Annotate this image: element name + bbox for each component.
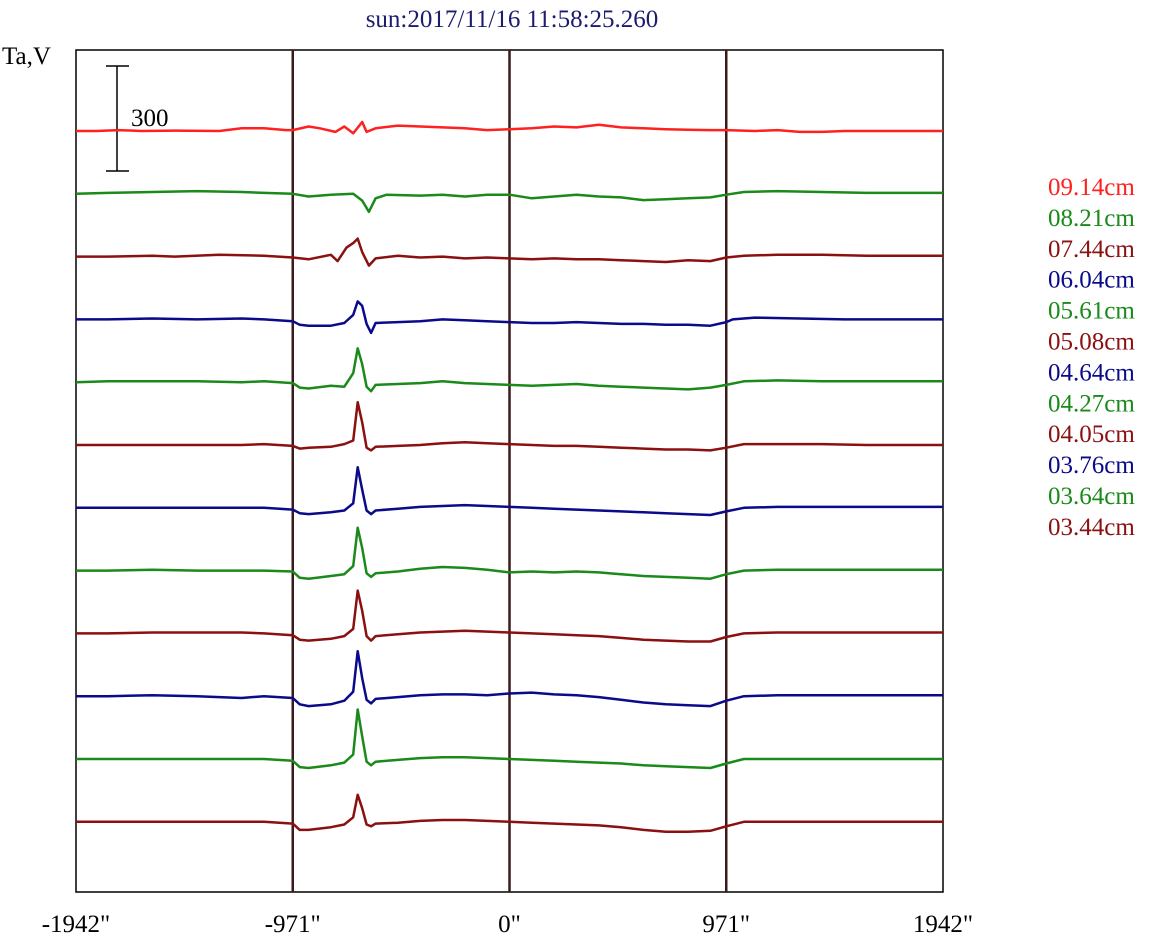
series-line-05.61cm: [75, 347, 943, 393]
series-line-08.21cm: [75, 189, 943, 214]
series-group: [75, 120, 943, 833]
series-line-09.14cm: [76, 120, 943, 135]
legend-item: 07.44cm: [1048, 236, 1135, 263]
legend-item: 03.76cm: [1048, 452, 1135, 479]
y-axis-label: Ta,V: [2, 43, 51, 70]
legend-item: 08.21cm: [1048, 205, 1135, 232]
x-tick-label: -971": [265, 911, 321, 938]
series-line-04.05cm: [76, 589, 943, 643]
x-tick-label: 1942": [913, 911, 973, 938]
x-tick-label: 0": [498, 911, 521, 938]
series-line-03.76cm: [76, 649, 943, 708]
series-line-07.44cm: [76, 237, 943, 267]
series-line-04.64cm: [76, 466, 943, 517]
scale-bar-label: 300: [131, 105, 169, 132]
series-line-05.08cm: [76, 401, 943, 452]
series-line-03.44cm: [76, 793, 943, 833]
x-tick-label: 971": [702, 911, 750, 938]
x-tick-label: -1942": [42, 911, 111, 938]
legend-item: 05.61cm: [1048, 298, 1135, 325]
legend-item: 06.04cm: [1048, 267, 1135, 294]
legend: 09.14cm 08.21cm 07.44cm 06.04cm 05.61cm 05.08…: [1048, 174, 1135, 541]
series-line-03.64cm: [76, 708, 943, 770]
legend-item: 03.64cm: [1048, 483, 1135, 510]
scale-bar: 300: [106, 65, 169, 172]
chart-title: sun:2017/11/16 11:58:25.260: [366, 6, 659, 33]
legend-item: 05.08cm: [1048, 329, 1135, 356]
vertical-lines: [291, 50, 728, 892]
legend-item: 04.27cm: [1048, 390, 1135, 417]
series-line-04.27cm: [76, 526, 943, 580]
legend-item: 09.14cm: [1048, 174, 1135, 201]
x-tick-labels: -1942" -971" 0" 971" 1942": [42, 911, 973, 938]
legend-item: 03.44cm: [1048, 514, 1135, 541]
legend-item: 04.05cm: [1048, 421, 1135, 448]
legend-item: 04.64cm: [1048, 359, 1135, 386]
series-line-06.04cm: [76, 300, 943, 335]
